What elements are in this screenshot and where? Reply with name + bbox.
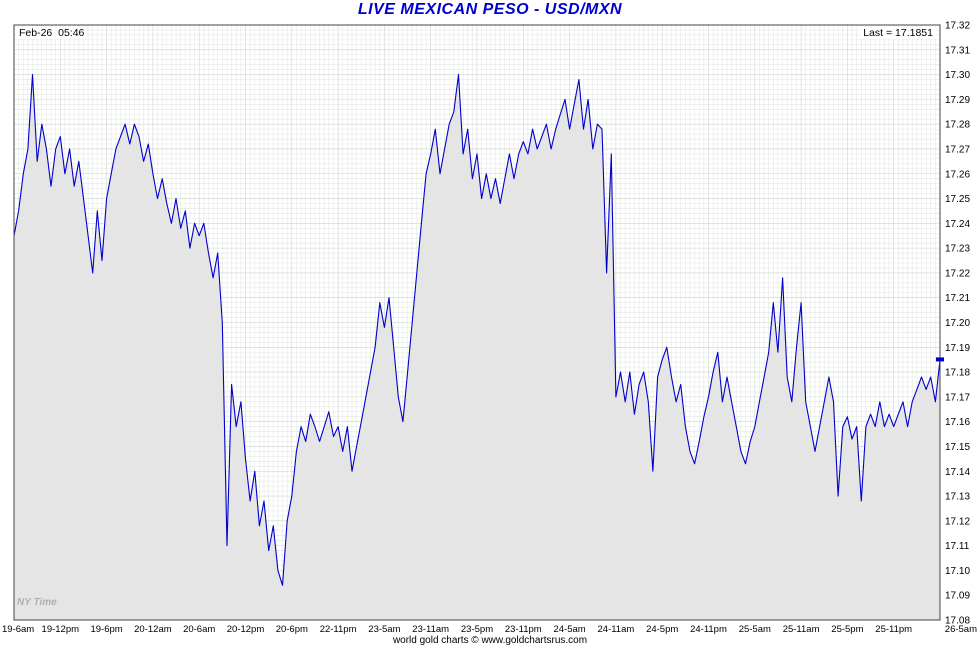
svg-text:17.12: 17.12 (945, 516, 970, 527)
svg-text:24-11pm: 24-11pm (690, 624, 727, 635)
last-price-label: Last = 17.1851 (860, 27, 936, 39)
timestamp-label: Feb-26 05:46 (16, 27, 88, 39)
timezone-label: NY Time (17, 597, 57, 608)
svg-text:17.19: 17.19 (945, 343, 970, 354)
svg-text:26-5am: 26-5am (945, 624, 977, 635)
svg-text:17.16: 17.16 (945, 417, 970, 428)
svg-text:17.26: 17.26 (945, 169, 970, 180)
svg-text:17.31: 17.31 (945, 45, 970, 56)
svg-text:20-12pm: 20-12pm (227, 624, 265, 635)
svg-text:17.23: 17.23 (945, 244, 970, 255)
svg-text:17.29: 17.29 (945, 95, 970, 106)
svg-text:19-12pm: 19-12pm (42, 624, 80, 635)
svg-text:17.13: 17.13 (945, 492, 970, 503)
svg-text:23-11am: 23-11am (412, 624, 449, 635)
svg-text:17.17: 17.17 (945, 392, 970, 403)
svg-text:24-5am: 24-5am (553, 624, 585, 635)
svg-text:17.20: 17.20 (945, 318, 970, 329)
svg-text:17.27: 17.27 (945, 144, 970, 155)
svg-text:19-6pm: 19-6pm (90, 624, 122, 635)
svg-text:17.09: 17.09 (945, 591, 970, 602)
svg-text:17.32: 17.32 (945, 21, 970, 32)
svg-text:17.10: 17.10 (945, 566, 970, 577)
svg-text:23-5pm: 23-5pm (461, 624, 493, 635)
svg-text:23-5am: 23-5am (368, 624, 400, 635)
svg-text:22-11pm: 22-11pm (320, 624, 357, 635)
svg-text:19-6am: 19-6am (2, 624, 34, 635)
chart-title: LIVE MEXICAN PESO - USD/MXN (357, 1, 623, 18)
svg-text:25-5am: 25-5am (739, 624, 771, 635)
svg-text:17.28: 17.28 (945, 120, 970, 131)
svg-text:17.15: 17.15 (945, 442, 970, 453)
svg-text:25-11pm: 25-11pm (875, 624, 912, 635)
svg-text:17.24: 17.24 (945, 219, 970, 230)
svg-text:25-11am: 25-11am (783, 624, 820, 635)
svg-text:17.25: 17.25 (945, 194, 970, 205)
svg-text:24-11am: 24-11am (598, 624, 635, 635)
svg-text:17.22: 17.22 (945, 268, 970, 279)
svg-text:17.11: 17.11 (945, 541, 970, 552)
copyright-credit: world gold charts © www.goldchartsrus.co… (392, 635, 588, 646)
svg-text:20-12am: 20-12am (134, 624, 172, 635)
svg-text:17.14: 17.14 (945, 467, 970, 478)
svg-text:17.08: 17.08 (945, 616, 970, 627)
svg-text:17.18: 17.18 (945, 368, 970, 379)
svg-text:24-5pm: 24-5pm (646, 624, 678, 635)
svg-text:20-6pm: 20-6pm (276, 624, 308, 635)
svg-text:17.30: 17.30 (945, 70, 970, 81)
svg-text:20-6am: 20-6am (183, 624, 215, 635)
svg-text:23-11pm: 23-11pm (505, 624, 542, 635)
svg-text:17.21: 17.21 (945, 293, 970, 304)
svg-text:25-5pm: 25-5pm (831, 624, 863, 635)
